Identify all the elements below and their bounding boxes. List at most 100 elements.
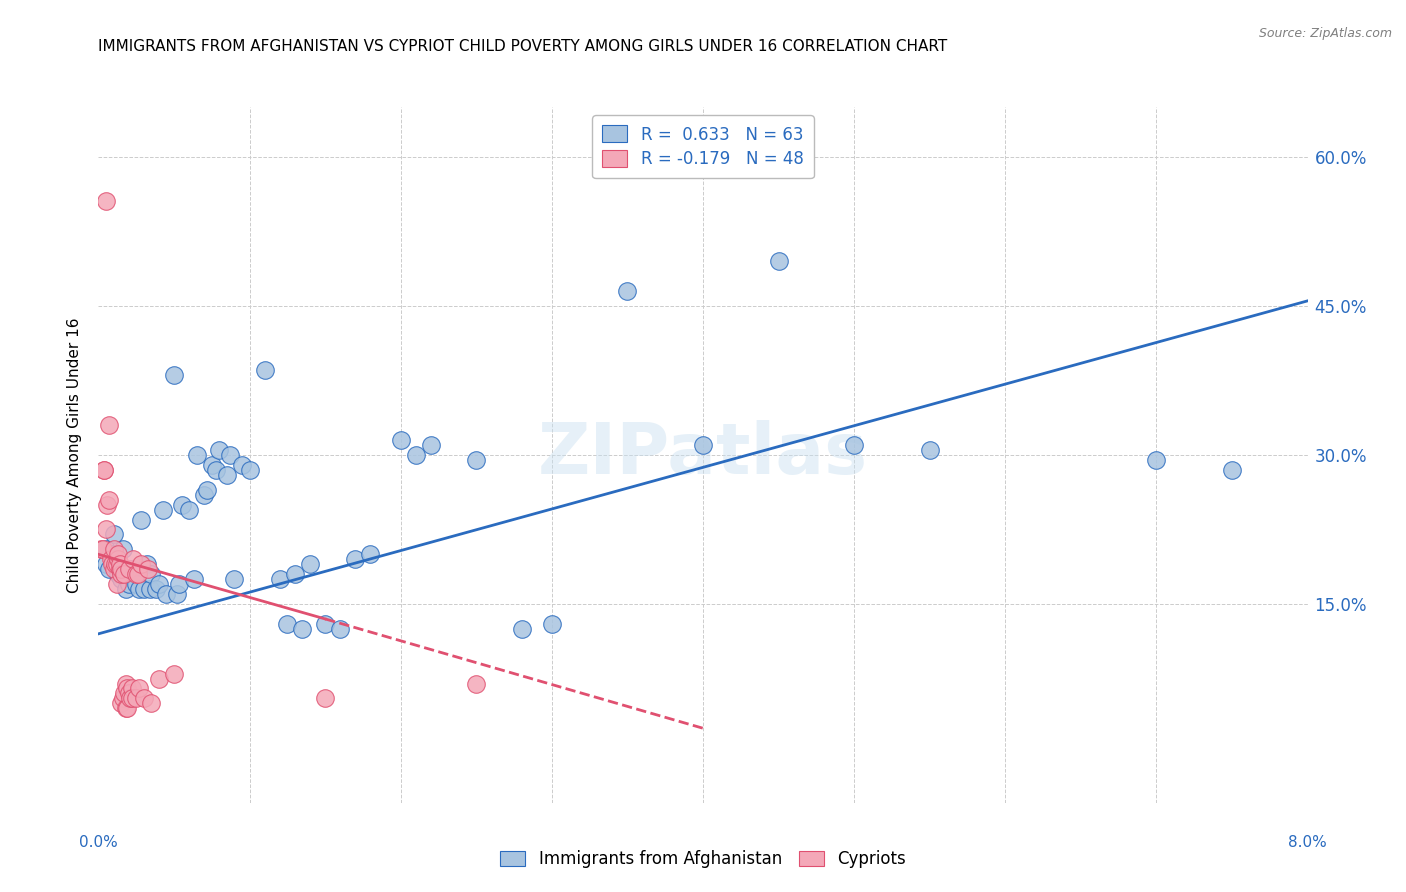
Point bbox=[768, 254, 790, 268]
Point bbox=[231, 458, 253, 472]
Point bbox=[329, 622, 352, 636]
Point bbox=[105, 577, 128, 591]
Point bbox=[152, 502, 174, 516]
Point bbox=[114, 582, 136, 596]
Point bbox=[108, 562, 131, 576]
Point bbox=[360, 547, 382, 561]
Point bbox=[148, 577, 170, 591]
Point bbox=[465, 453, 488, 467]
Point bbox=[94, 558, 117, 572]
Point bbox=[163, 666, 186, 681]
Point bbox=[1146, 453, 1168, 467]
Text: 8.0%: 8.0% bbox=[1288, 836, 1327, 850]
Point bbox=[111, 691, 134, 706]
Point bbox=[291, 622, 314, 636]
Point bbox=[103, 542, 125, 557]
Point bbox=[110, 697, 132, 711]
Point bbox=[136, 562, 159, 576]
Point bbox=[844, 438, 866, 452]
Point bbox=[129, 558, 152, 572]
Point bbox=[121, 562, 143, 576]
Legend: Immigrants from Afghanistan, Cypriots: Immigrants from Afghanistan, Cypriots bbox=[494, 844, 912, 875]
Point bbox=[1220, 463, 1243, 477]
Point bbox=[110, 567, 132, 582]
Point bbox=[186, 448, 208, 462]
Point bbox=[179, 502, 201, 516]
Point bbox=[94, 194, 117, 209]
Y-axis label: Child Poverty Among Girls Under 16: Child Poverty Among Girls Under 16 bbox=[67, 318, 83, 592]
Text: IMMIGRANTS FROM AFGHANISTAN VS CYPRIOT CHILD POVERTY AMONG GIRLS UNDER 16 CORREL: IMMIGRANTS FROM AFGHANISTAN VS CYPRIOT C… bbox=[98, 38, 948, 54]
Point bbox=[205, 463, 228, 477]
Point bbox=[94, 523, 117, 537]
Point bbox=[94, 542, 117, 557]
Point bbox=[90, 542, 112, 557]
Point bbox=[110, 572, 132, 586]
Point bbox=[120, 691, 142, 706]
Point bbox=[132, 582, 155, 596]
Point bbox=[253, 363, 276, 377]
Point bbox=[201, 458, 224, 472]
Point bbox=[93, 463, 115, 477]
Point bbox=[121, 681, 143, 696]
Point bbox=[163, 368, 186, 383]
Point bbox=[141, 567, 163, 582]
Point bbox=[114, 676, 136, 690]
Point bbox=[107, 552, 129, 566]
Point bbox=[111, 542, 134, 557]
Point bbox=[141, 697, 163, 711]
Point bbox=[118, 577, 141, 591]
Point bbox=[98, 418, 121, 433]
Point bbox=[125, 577, 148, 591]
Point bbox=[107, 547, 129, 561]
Point bbox=[540, 616, 562, 631]
Point bbox=[170, 498, 193, 512]
Point bbox=[112, 686, 135, 700]
Point bbox=[155, 587, 177, 601]
Point bbox=[91, 542, 114, 557]
Point bbox=[135, 558, 157, 572]
Point bbox=[314, 616, 336, 631]
Point bbox=[127, 567, 149, 582]
Point bbox=[148, 672, 170, 686]
Point bbox=[114, 701, 136, 715]
Point bbox=[465, 676, 488, 690]
Point bbox=[128, 582, 150, 596]
Point bbox=[166, 587, 188, 601]
Point bbox=[115, 681, 138, 696]
Point bbox=[145, 582, 167, 596]
Point bbox=[692, 438, 714, 452]
Point bbox=[107, 567, 129, 582]
Point bbox=[276, 616, 298, 631]
Point bbox=[208, 442, 231, 457]
Point bbox=[193, 488, 215, 502]
Point bbox=[314, 691, 336, 706]
Point bbox=[105, 552, 128, 566]
Point bbox=[118, 686, 141, 700]
Point bbox=[118, 562, 141, 576]
Point bbox=[299, 558, 322, 572]
Point bbox=[139, 582, 162, 596]
Point bbox=[115, 701, 138, 715]
Point bbox=[122, 552, 145, 566]
Point bbox=[239, 463, 262, 477]
Point bbox=[98, 562, 121, 576]
Point bbox=[104, 558, 127, 572]
Point bbox=[128, 681, 150, 696]
Legend: R =  0.633   N = 63, R = -0.179   N = 48: R = 0.633 N = 63, R = -0.179 N = 48 bbox=[592, 115, 814, 178]
Point bbox=[215, 467, 238, 482]
Text: 0.0%: 0.0% bbox=[79, 836, 118, 850]
Point bbox=[344, 552, 367, 566]
Point bbox=[420, 438, 443, 452]
Point bbox=[121, 691, 143, 706]
Point bbox=[269, 572, 291, 586]
Point bbox=[284, 567, 307, 582]
Point bbox=[219, 448, 242, 462]
Text: Source: ZipAtlas.com: Source: ZipAtlas.com bbox=[1258, 27, 1392, 40]
Point bbox=[129, 512, 152, 526]
Text: ZIPatlas: ZIPatlas bbox=[538, 420, 868, 490]
Point bbox=[93, 463, 115, 477]
Point bbox=[110, 562, 132, 576]
Point bbox=[132, 691, 155, 706]
Point bbox=[405, 448, 427, 462]
Point bbox=[100, 552, 122, 566]
